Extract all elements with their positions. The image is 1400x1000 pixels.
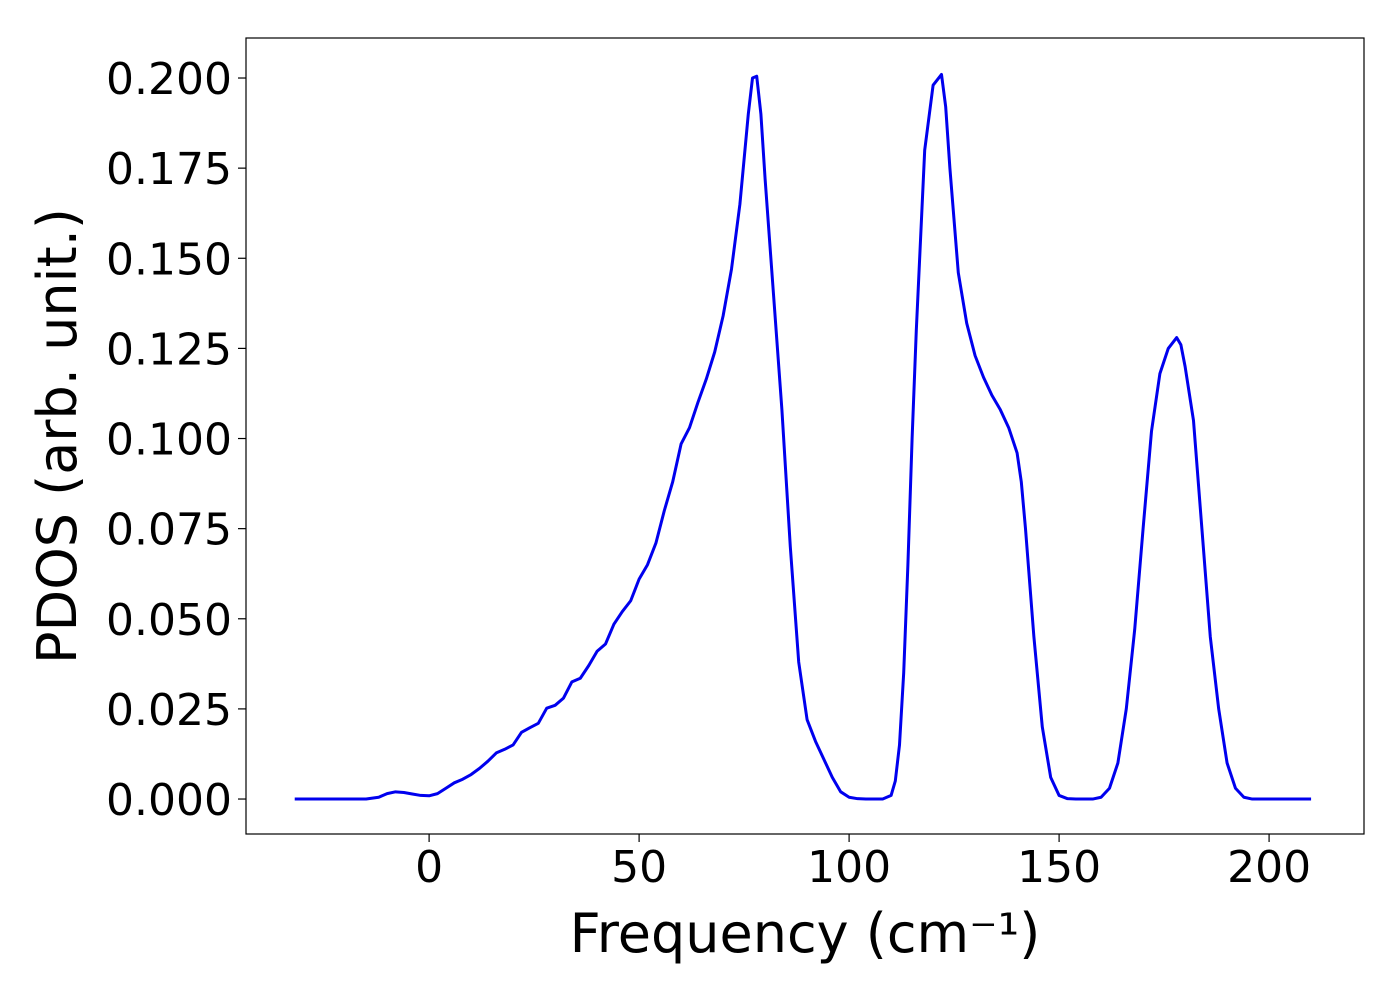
x-tick-label: 0 <box>415 842 443 893</box>
x-tick-label: 150 <box>1017 842 1101 893</box>
y-axis-label: PDOS (arb. unit.) <box>26 208 89 664</box>
x-tick-label: 200 <box>1227 842 1311 893</box>
y-tick-label: 0.200 <box>106 54 232 105</box>
y-tick-label: 0.075 <box>106 505 232 556</box>
y-tick-label: 0.150 <box>106 234 232 285</box>
x-tick-label: 50 <box>611 842 667 893</box>
line-series <box>294 72 1312 801</box>
y-tick-label: 0.000 <box>106 775 232 826</box>
y-tick-label: 0.025 <box>106 685 232 736</box>
y-tick-label: 0.175 <box>106 144 232 195</box>
y-tick-label: 0.125 <box>106 324 232 375</box>
y-tick-label: 0.100 <box>106 415 232 466</box>
y-tick-label: 0.050 <box>106 595 232 646</box>
x-tick-label: 100 <box>807 842 891 893</box>
plot-frame <box>245 37 1365 835</box>
x-axis-label: Frequency (cm⁻¹) <box>570 902 1041 965</box>
